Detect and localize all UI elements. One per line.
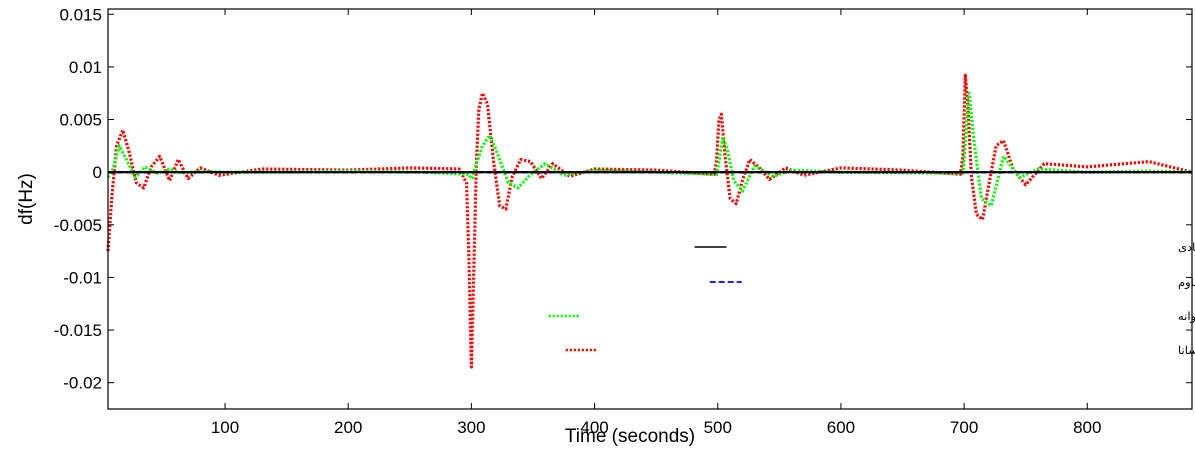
y-tick-label: -0.005 [54, 216, 102, 235]
y-tick-label: 0 [93, 163, 102, 182]
y-axis-title: df(Hz) [16, 173, 37, 225]
y-tick-label: -0.015 [54, 321, 102, 340]
series-line-3 [106, 91, 1193, 208]
x-tick-label: 100 [211, 418, 239, 437]
legend: کنترل هماهنگ سیستم کنترل فرکانس-بار و ذخ… [548, 240, 1195, 358]
legend-label-3: کنترل هماهنگ سیستم کنترل فرکانس-بار و ذخ… [1178, 309, 1195, 324]
x-tick-label: 600 [827, 418, 855, 437]
y-axis-ticks: 0.015 0.01 0.005 0 -0.005 -0.01 -0.015 -0.02 [54, 5, 1192, 393]
y-tick-label: 0.015 [59, 5, 102, 24]
x-tick-label: 800 [1073, 418, 1101, 437]
y-tick-label: 0.01 [69, 58, 102, 77]
y-tick-label: 0.005 [59, 111, 102, 130]
x-tick-label: 500 [704, 418, 732, 437]
x-tick-label: 200 [334, 418, 362, 437]
x-tick-label: 400 [580, 418, 608, 437]
legend-label-1: کنترل هماهنگ سیستم کنترل فرکانس-بار و ذخ… [1178, 240, 1195, 255]
series-layer [106, 73, 1193, 369]
y-tick-label: -0.01 [63, 268, 102, 287]
y-tick-label: -0.02 [63, 374, 102, 393]
legend-label-2: کنترل هماهنگ سیستم کنترل فرکانس-بار و ذخ… [1178, 275, 1195, 290]
x-tick-label: 300 [457, 418, 485, 437]
legend-label-4: کنترل فرکانس-بار با استفاده از کنترل کنن… [1178, 343, 1195, 358]
plot-frame [107, 8, 1193, 410]
x-axis-ticks: 100 200 300 400 500 600 700 800 [211, 9, 1101, 437]
x-axis-title: Time (seconds) [565, 426, 695, 447]
x-tick-label: 700 [950, 418, 978, 437]
